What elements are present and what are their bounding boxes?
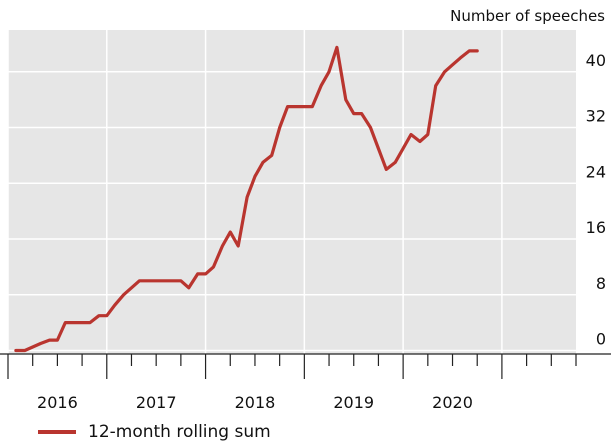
legend: 12-month rolling sum (38, 422, 271, 442)
y-tick-label: 8 (596, 274, 606, 293)
x-tick-label: 2020 (432, 393, 473, 412)
y-tick-label: 24 (586, 162, 606, 181)
y-tick-label: 16 (586, 218, 606, 237)
y-tick-label: 0 (596, 330, 606, 349)
legend-label: 12-month rolling sum (88, 422, 271, 442)
plot-background (8, 30, 576, 354)
x-tick-label: 2016 (37, 393, 78, 412)
x-tick-label: 2019 (333, 393, 374, 412)
legend-swatch (38, 430, 76, 434)
x-tick-label: 2017 (136, 393, 177, 412)
y-tick-label: 32 (586, 107, 606, 126)
y-axis-unit-label: Number of speeches (450, 7, 605, 25)
series-line (14, 45, 479, 353)
x-tick-label: 2018 (235, 393, 276, 412)
y-tick-label: 40 (586, 51, 606, 70)
